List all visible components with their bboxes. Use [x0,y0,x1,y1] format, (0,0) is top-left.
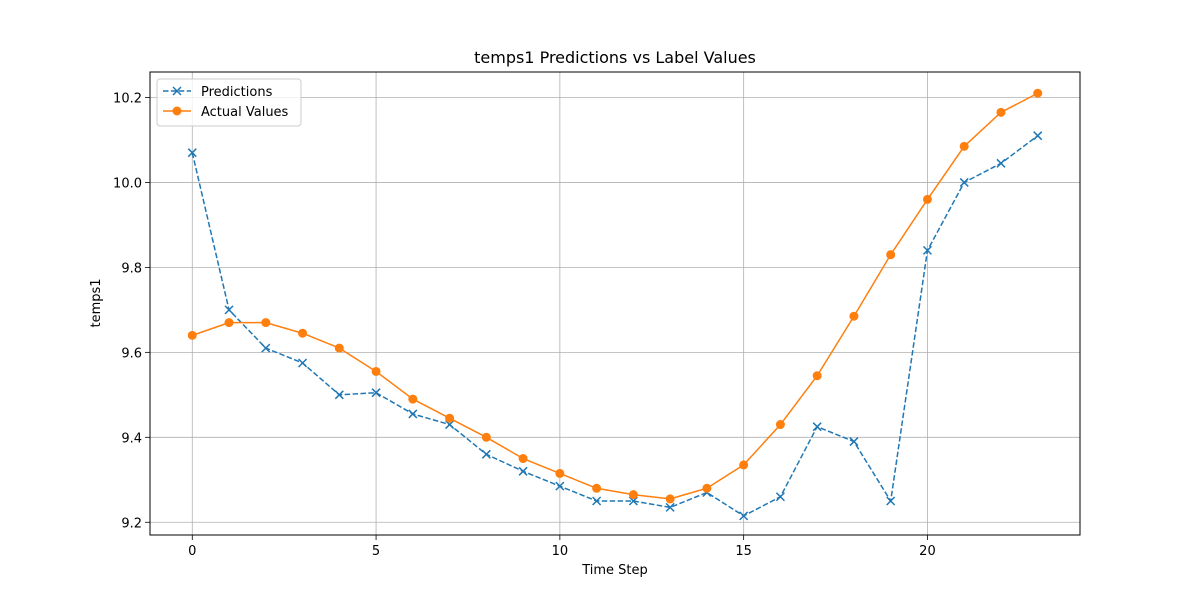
y-axis-label: temps1 [89,278,104,327]
actual-values-point [922,194,932,204]
actual-values-point [775,420,785,430]
y-tick-label: 9.8 [121,261,142,276]
predictions-point [886,496,896,506]
actual-values-point [555,468,565,478]
actual-values-line [192,92,1039,500]
series-layer [187,88,1043,521]
actual-values-point [481,432,491,442]
plot-frame [149,71,1081,536]
x-axis-label: Time Step [581,563,648,578]
actual-values-point [996,107,1006,117]
predictions-point [628,496,638,506]
legend-actual-label: Actual Values [201,105,289,120]
y-tick-label: 9.4 [121,431,142,446]
x-tick-label: 20 [919,544,936,559]
legend-predictions-label: Predictions [201,85,273,100]
y-tick-label: 10.0 [113,176,142,191]
legend-actual-marker [172,106,182,116]
predictions-point [334,390,344,400]
predictions-point [959,177,969,187]
chart-title: temps1 Predictions vs Label Values [474,48,756,67]
actual-values-point [371,366,381,376]
actual-values-point [886,250,896,260]
predictions-point [481,449,491,459]
legend: Predictions Actual Values [156,78,302,127]
predictions-point [775,492,785,502]
predictions-point [408,409,418,419]
axis-ticks: 0 5 10 15 20 9.2 9.4 9.6 9.8 10.0 10.2 [113,91,936,559]
predictions-point [665,502,675,512]
actual-values-point [1033,88,1043,98]
actual-values-point [628,490,638,500]
actual-values-point [592,483,602,493]
actual-values-point [261,318,271,328]
predictions-point [812,422,822,432]
y-tick-label: 9.2 [121,516,142,531]
x-tick-label: 10 [552,544,569,559]
actual-values-point [665,494,675,504]
predictions-point [1033,131,1043,141]
actual-values-point [959,141,969,151]
legend-box [156,78,302,127]
predictions-point [224,305,234,315]
x-tick-label: 0 [188,544,196,559]
predictions-point [261,343,271,353]
actual-values-point [224,318,234,328]
predictions-point [922,245,932,255]
y-tick-label: 9.6 [121,346,142,361]
x-tick-label: 15 [735,544,752,559]
actual-values-point [298,328,308,338]
actual-values-point [408,394,418,404]
predictions-point [371,388,381,398]
predictions-point [739,511,749,521]
grid [150,72,1080,535]
predictions-point [187,148,197,158]
x-tick-label: 5 [372,544,380,559]
actual-values-point [334,343,344,353]
predictions-point [445,420,455,430]
actual-values-point [849,311,859,321]
predictions-point [518,466,528,476]
actual-values-point [445,413,455,423]
predictions-point [996,158,1006,168]
actual-values-point [187,330,197,340]
predictions-point [849,437,859,447]
actual-values-point [702,483,712,493]
predictions-line [191,135,1039,517]
predictions-point [298,358,308,368]
legend-predictions-marker [172,86,182,96]
actual-values-point [518,454,528,464]
y-tick-label: 10.2 [113,91,142,106]
actual-values-point [739,460,749,470]
predictions-point [555,481,565,491]
actual-values-point [812,371,822,381]
predictions-point [592,496,602,506]
